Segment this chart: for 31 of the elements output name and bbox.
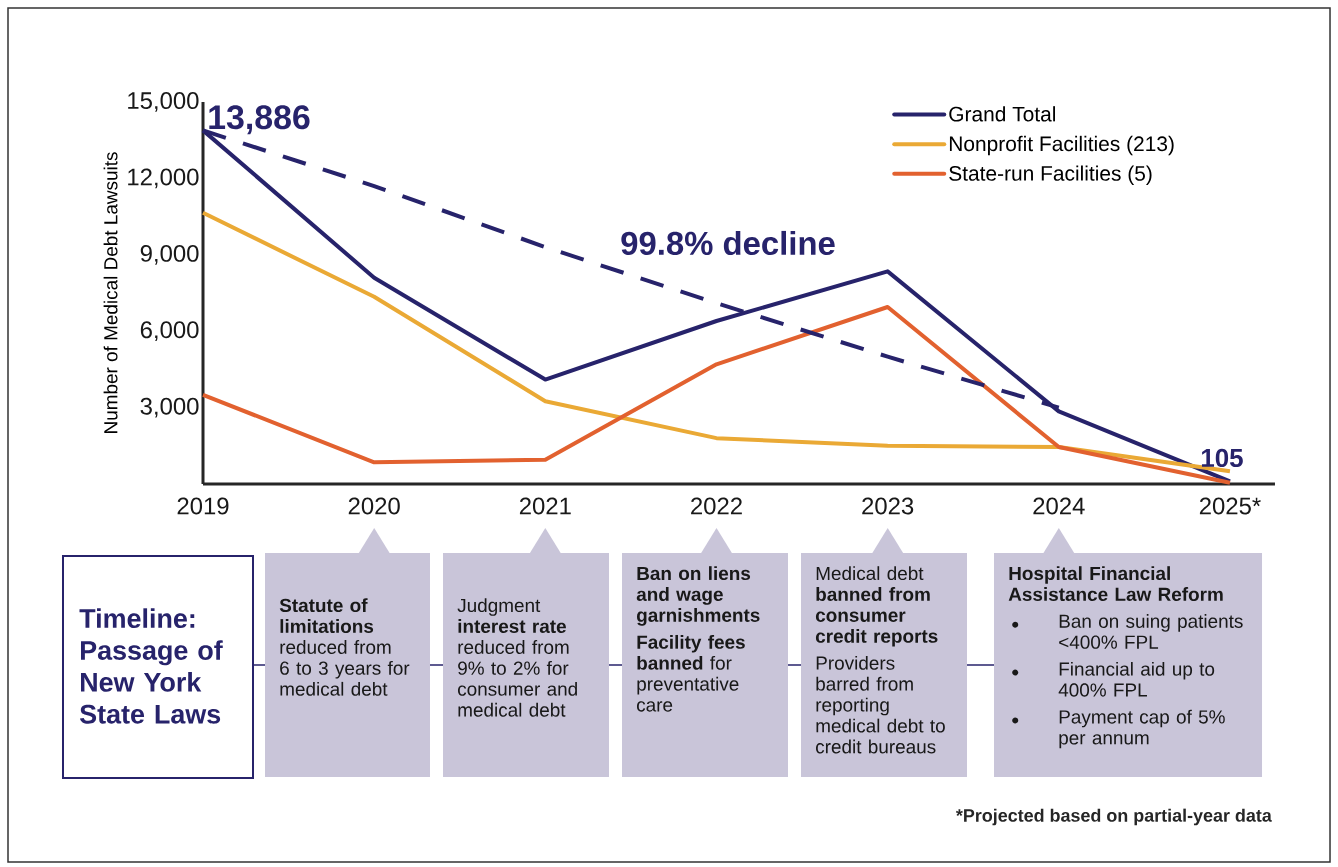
x-tick-label: 2024 [1033, 497, 1085, 515]
x-tick-label: 2019 [177, 497, 229, 515]
legend-label: Nonprofit Facilities (213) [949, 135, 1174, 156]
text: Medical debt banned from consumer credit reports [815, 566, 938, 647]
text: Ban on suing patients <400% FPL [1059, 614, 1243, 649]
text: Facility fees banned for preventative care [637, 634, 745, 712]
text: Payment cap of 5% per annum [1059, 709, 1225, 749]
x-tick-label: 2020 [348, 497, 400, 515]
text: Ban on liens and wage garnishments [636, 566, 760, 626]
text: Hospital Financial Assistance Law Reform [1008, 566, 1223, 602]
x-tick-label: 2025* [1199, 497, 1261, 515]
y-tick-label: 15,000 [128, 92, 199, 112]
y-tick-label: 3,000 [140, 397, 199, 418]
annotation: 99.8% decline [621, 230, 835, 256]
text: Financial aid up to 400% FPL [1058, 661, 1215, 697]
y-tick-label: 9,000 [140, 244, 199, 265]
x-tick-label: 2022 [691, 497, 742, 515]
y-tick-label: 12,000 [128, 168, 199, 189]
text: Judgment interest rate reduced from 9% to 2% for consumer and medical debt [457, 598, 577, 717]
text: Providers barred from reporting medical debt to credit bureaus [816, 655, 945, 754]
x-tick-label: 2021 [519, 497, 571, 515]
x-tick-label: 2023 [862, 497, 914, 515]
legend-label: State-run Facilities (5) [949, 165, 1152, 185]
annotation: 105 [1201, 448, 1243, 468]
text: Timeline: Passage of New York State Laws [79, 608, 223, 724]
y-tick-label: 6,000 [140, 321, 199, 342]
annotation: 13,886 [209, 105, 310, 135]
text: Statute of limitations reduced from 6 to 3 years for medical debt [279, 598, 410, 696]
y-axis-title: Number of Medical Debt Lawsuits [103, 152, 118, 433]
legend-label: Grand Total [949, 106, 1056, 122]
text: *Projected based on partial-year data [955, 808, 1272, 826]
